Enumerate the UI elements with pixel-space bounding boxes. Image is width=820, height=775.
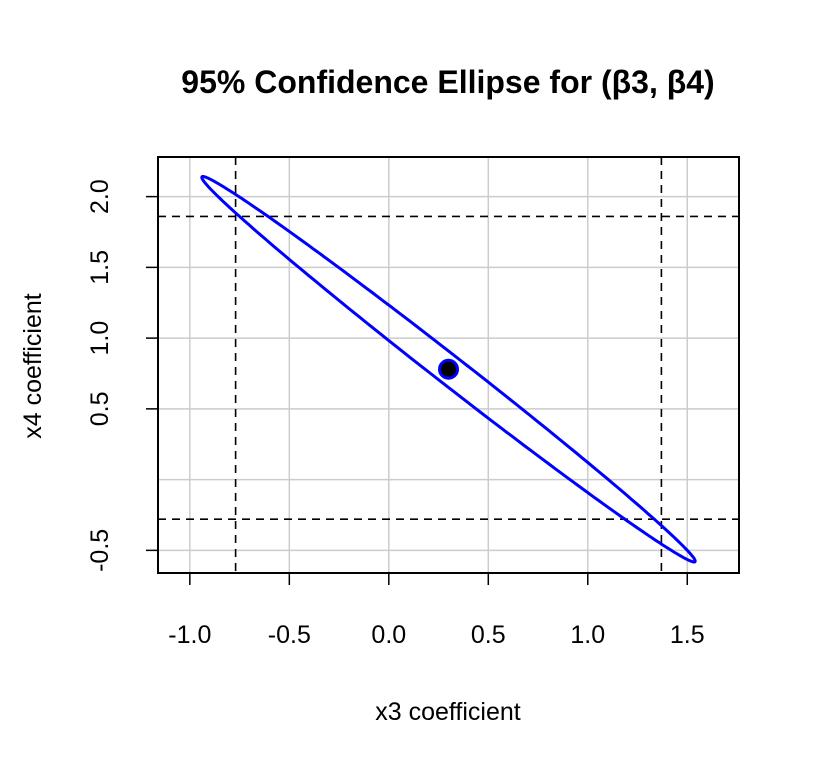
data-layer	[200, 175, 697, 564]
x-tick-label: 0.0	[371, 621, 406, 649]
y-axis: -0.5 0.5 1.0 1.5 2.0	[86, 179, 159, 572]
x-tick-label: 1.5	[670, 621, 705, 649]
y-tick-label: -0.5	[86, 529, 114, 572]
point-estimate	[438, 358, 459, 380]
x-tick-label: -0.5	[268, 621, 311, 649]
y-tick-label: 0.5	[86, 391, 114, 426]
x-tick-label: 1.0	[570, 621, 605, 649]
chart-title: 95% Confidence Ellipse for (β3, β4)	[181, 64, 714, 100]
y-axis-label: x4 coefficient	[19, 293, 47, 439]
x-axis-label: x3 coefficient	[375, 698, 521, 726]
confidence-ellipse	[200, 175, 697, 564]
x-tick-label: -1.0	[168, 621, 211, 649]
y-tick-label: 2.0	[86, 179, 114, 214]
x-tick-label: 0.5	[471, 621, 506, 649]
y-tick-label: 1.5	[86, 250, 114, 285]
grid	[158, 157, 739, 573]
y-tick-label: 1.0	[86, 321, 114, 356]
x-axis: -1.0 -0.5 0.0 0.5 1.0 1.5	[168, 572, 705, 649]
